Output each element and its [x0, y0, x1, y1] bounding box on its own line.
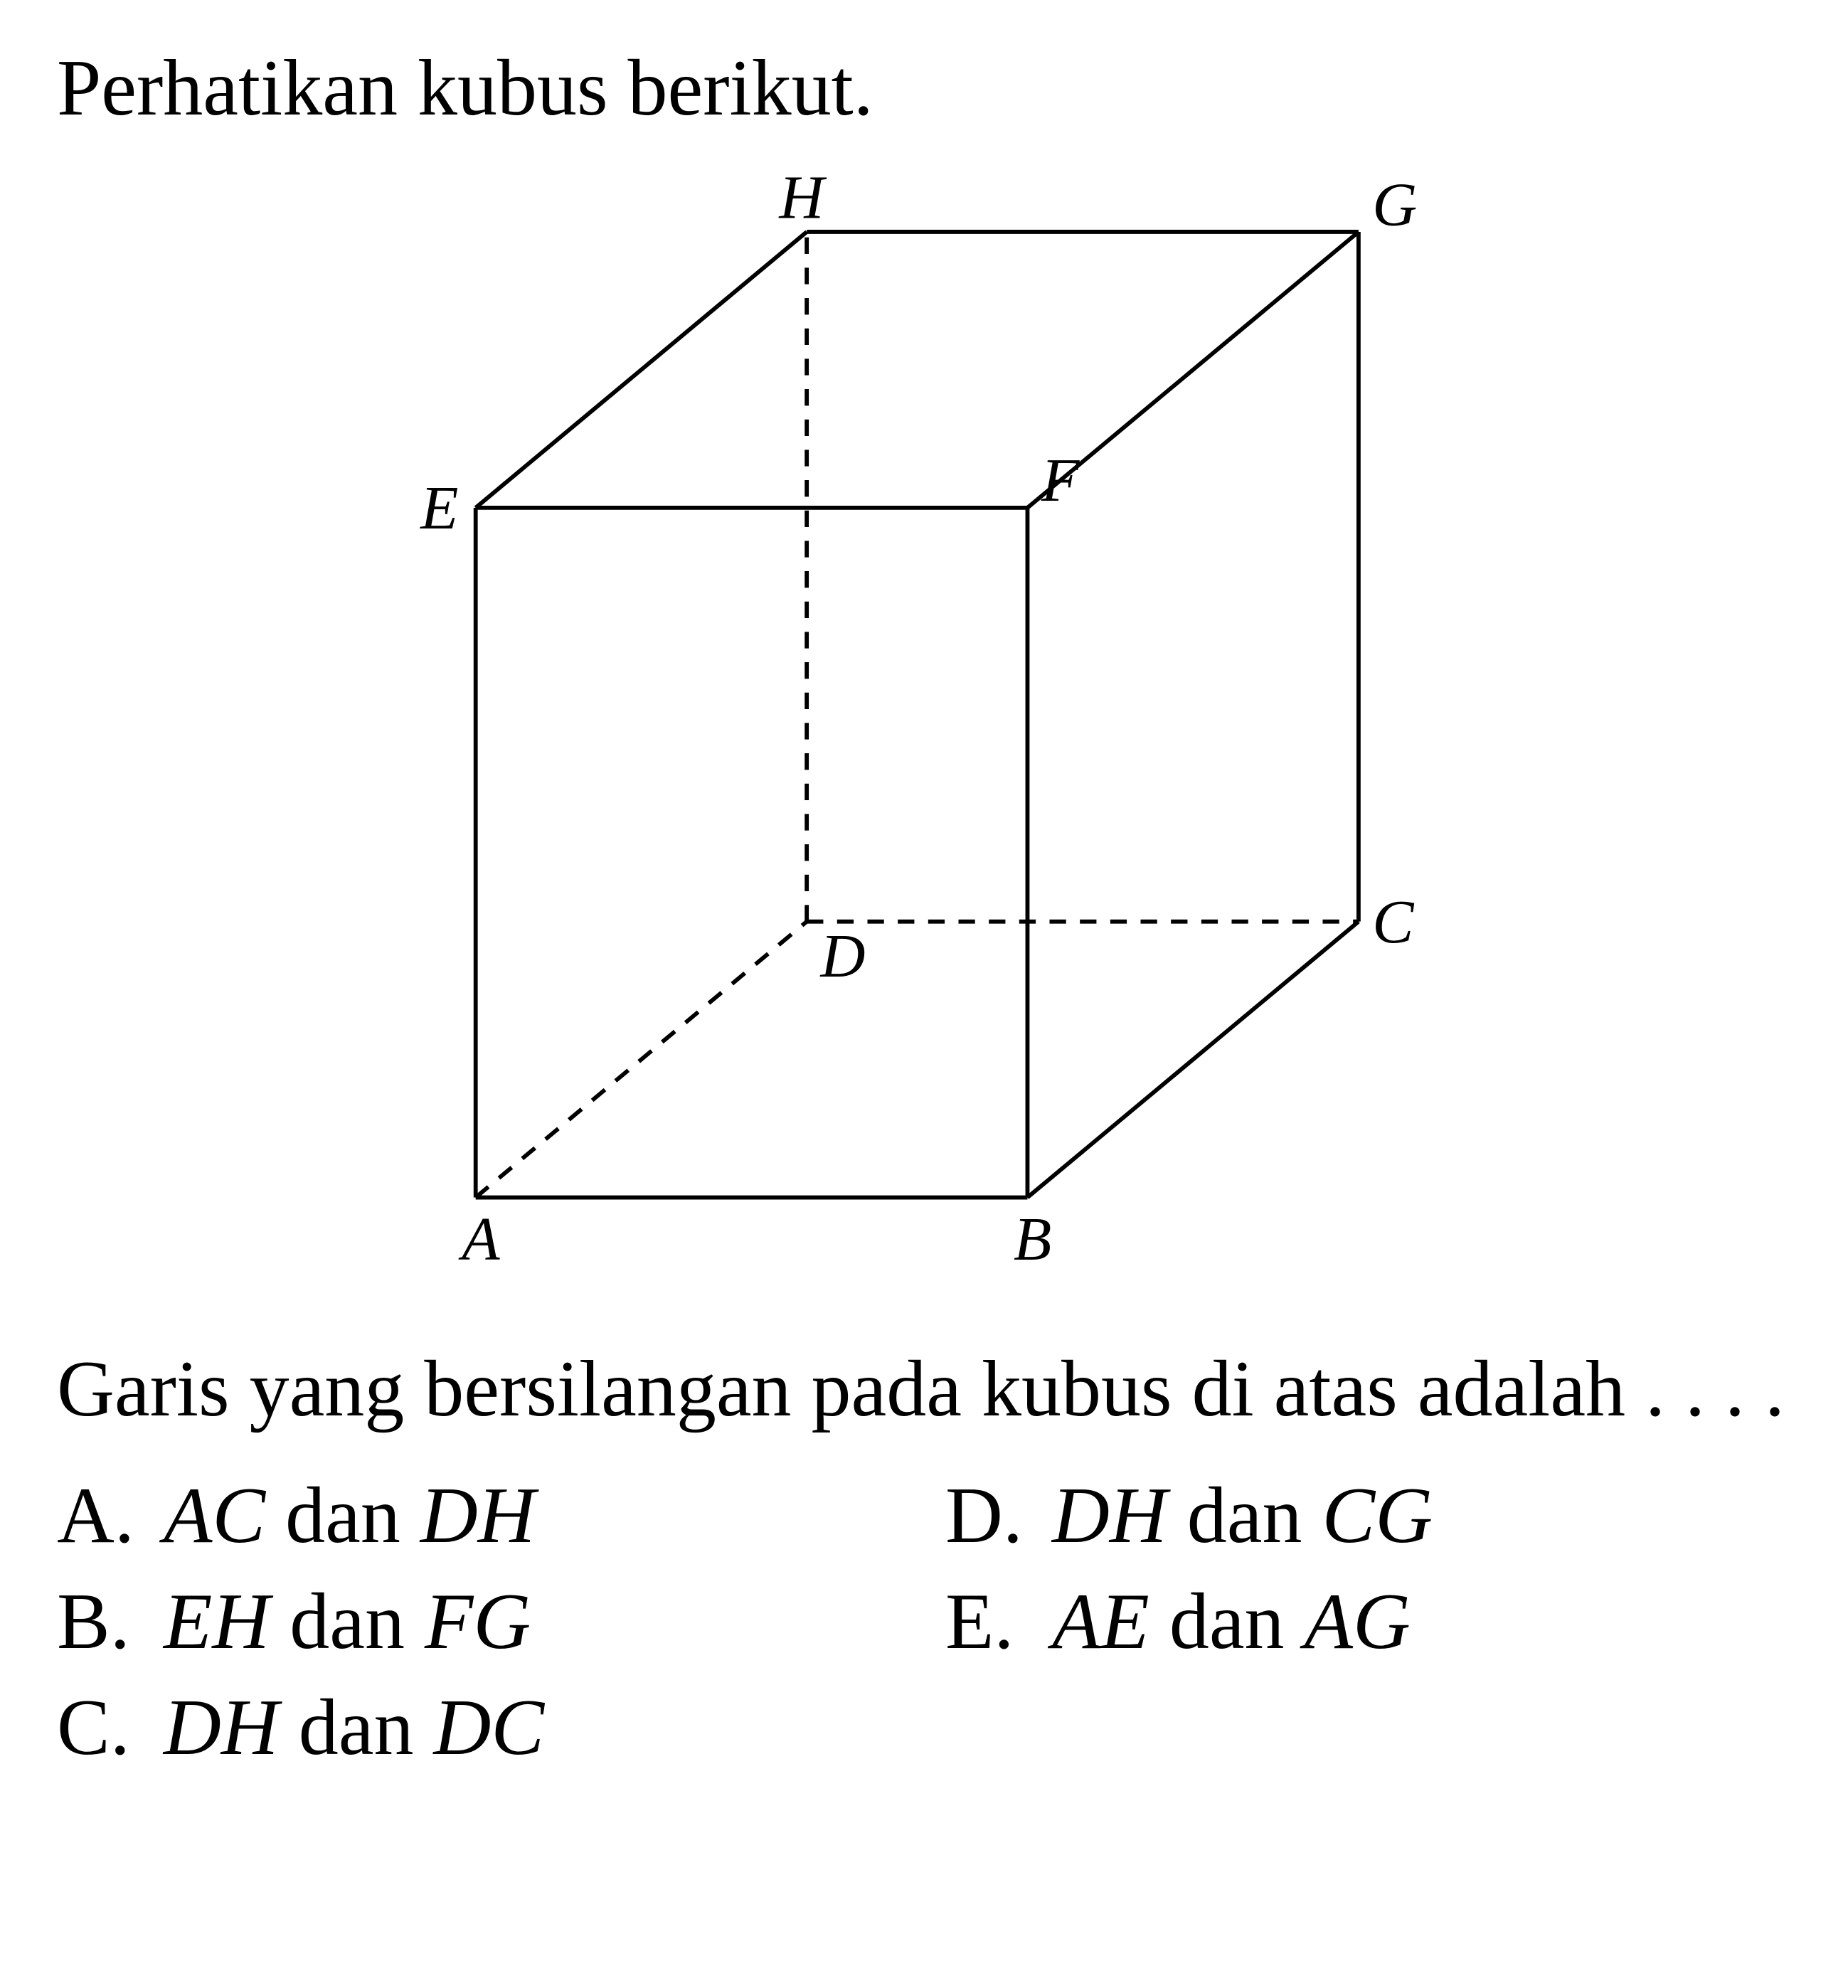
- answer-text: AE dan AG: [1052, 1576, 1411, 1668]
- answer-a: A. AC dan DH: [57, 1470, 903, 1562]
- answer-text: AC dan DH: [164, 1470, 536, 1562]
- edge-eh: [476, 232, 807, 508]
- vertex-label-e: E: [419, 473, 458, 542]
- cube-diagram: A B C D E F G H: [284, 163, 1564, 1301]
- answer-text: EH dan FG: [164, 1576, 531, 1668]
- answer-letter: C.: [57, 1682, 135, 1774]
- edge-bc: [1027, 922, 1358, 1198]
- answer-c: C. DH dan DC: [57, 1682, 903, 1774]
- answer-b: B. EH dan FG: [57, 1576, 903, 1668]
- edge-ad: [476, 922, 807, 1198]
- answer-text: DH dan DC: [164, 1682, 544, 1774]
- vertex-label-g: G: [1372, 169, 1417, 238]
- answer-d: D. DH dan CG: [945, 1470, 1791, 1562]
- vertex-label-d: D: [820, 921, 866, 990]
- vertex-label-c: C: [1372, 887, 1415, 956]
- vertex-label-a: A: [458, 1204, 500, 1273]
- vertex-label-b: B: [1014, 1204, 1051, 1273]
- vertex-label-f: F: [1041, 445, 1080, 514]
- title-text: Perhatikan kubus berikut.: [57, 43, 1791, 134]
- vertex-label-h: H: [778, 163, 827, 232]
- answer-letter: A.: [57, 1470, 135, 1562]
- question-text: Garis yang bersilangan pada kubus di ata…: [57, 1329, 1791, 1449]
- answers-grid: A. AC dan DH D. DH dan CG B. EH dan FG E…: [57, 1470, 1791, 1774]
- cube-diagram-container: A B C D E F G H: [57, 163, 1791, 1301]
- answer-letter: B.: [57, 1576, 135, 1668]
- document-container: Perhatikan kubus berikut.: [57, 43, 1791, 1774]
- answer-letter: E.: [945, 1576, 1024, 1668]
- answer-letter: D.: [945, 1470, 1024, 1562]
- answer-text: DH dan CG: [1052, 1470, 1433, 1562]
- answer-e: E. AE dan AG: [945, 1576, 1791, 1668]
